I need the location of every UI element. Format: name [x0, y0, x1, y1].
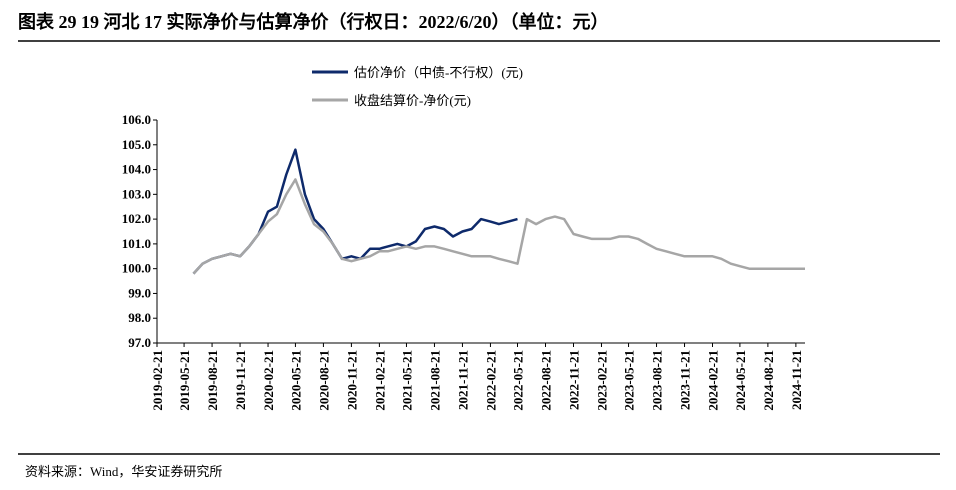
x-tick-label: 2022-05-21 [511, 350, 526, 411]
x-tick-label: 2021-11-21 [455, 350, 470, 410]
x-tick-label: 2024-11-21 [789, 350, 804, 410]
y-tick-label: 105.0 [122, 137, 151, 152]
x-tick-label: 2021-02-21 [372, 350, 387, 411]
legend-label: 估价净价（中债-不行权）(元) [354, 65, 523, 80]
x-tick-label: 2024-08-21 [761, 350, 776, 411]
y-tick-label: 98.0 [128, 310, 151, 325]
series-line [192, 178, 805, 275]
x-tick-label: 2020-08-21 [316, 350, 331, 411]
x-tick-label: 2020-11-21 [344, 350, 359, 410]
y-tick-label: 103.0 [122, 186, 151, 201]
y-tick-label: 100.0 [122, 261, 151, 276]
x-tick-label: 2023-08-21 [650, 350, 665, 411]
x-tick-label: 2019-05-21 [177, 350, 192, 411]
y-tick-label: 102.0 [122, 211, 151, 226]
x-tick-label: 2019-11-21 [233, 350, 248, 410]
chart-title: 图表 29 19 河北 17 实际净价与估算净价（行权日：2022/6/20）（… [18, 11, 609, 32]
y-tick-label: 97.0 [128, 335, 151, 350]
x-tick-label: 2023-05-21 [622, 350, 637, 411]
y-tick-label: 101.0 [122, 236, 151, 251]
x-tick-label: 2021-08-21 [427, 350, 442, 411]
x-tick-label: 2019-02-21 [150, 350, 165, 411]
y-tick-label: 99.0 [128, 285, 151, 300]
x-tick-label: 2020-05-21 [288, 350, 303, 411]
x-tick-label: 2023-11-21 [678, 350, 693, 410]
x-tick-label: 2024-02-21 [706, 350, 721, 411]
x-tick-label: 2022-11-21 [566, 350, 581, 410]
legend-label: 收盘结算价-净价(元) [354, 93, 471, 108]
x-tick-label: 2022-02-21 [483, 350, 498, 411]
x-tick-label: 2019-08-21 [205, 350, 220, 411]
x-tick-label: 2022-08-21 [538, 350, 553, 411]
x-tick-label: 2021-05-21 [399, 350, 414, 411]
x-tick-label: 2020-02-21 [261, 350, 276, 411]
x-tick-label: 2024-05-21 [733, 350, 748, 411]
y-tick-label: 104.0 [122, 162, 151, 177]
y-tick-label: 106.0 [122, 112, 151, 127]
source-note: 资料来源：Wind，华安证券研究所 [25, 464, 222, 479]
x-tick-label: 2023-02-21 [594, 350, 609, 411]
